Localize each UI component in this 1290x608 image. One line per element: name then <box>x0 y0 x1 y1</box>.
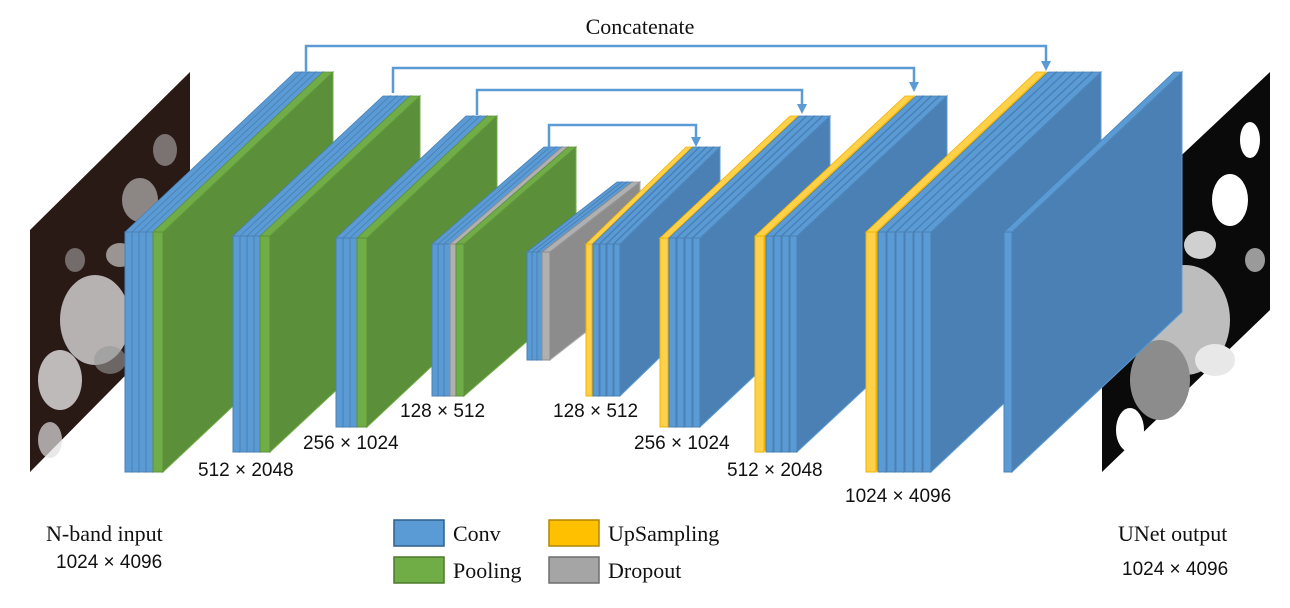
legend-label-pooling: Pooling <box>453 558 521 583</box>
skip-connections <box>304 44 1051 148</box>
input-image <box>30 72 190 472</box>
pooling-layer <box>454 145 578 398</box>
skip-connection-arrow-level-3 <box>475 88 807 115</box>
concatenate-label: Concatenate <box>586 14 695 39</box>
output-title: UNet output <box>1118 521 1227 546</box>
legend-label-dropout: Dropout <box>608 558 681 583</box>
dim-label-dec4: 1024 × 4096 <box>845 486 951 507</box>
input-title: N-band input <box>46 521 163 546</box>
legend: Conv UpSampling Pooling Dropout <box>393 519 719 584</box>
dim-label-dec2: 256 × 1024 <box>634 433 730 454</box>
dim-label-enc3: 128 × 512 <box>400 401 485 422</box>
dim-label-enc2: 256 × 1024 <box>303 433 399 454</box>
legend-swatch-pooling <box>393 556 445 584</box>
dim-label-enc1: 512 × 2048 <box>198 460 294 481</box>
network-layers <box>123 70 1184 474</box>
skip-connection-arrow-level-2 <box>391 66 919 93</box>
legend-swatch-dropout <box>548 556 600 584</box>
legend-swatch-conv <box>393 519 445 547</box>
block-enc3 <box>334 114 499 429</box>
dim-label-dec3: 512 × 2048 <box>727 460 823 481</box>
skip-connection-arrow-level-4 <box>547 123 701 148</box>
block-enc4 <box>430 145 578 398</box>
legend-swatch-upsampling <box>548 519 600 547</box>
legend-label-upsampling: UpSampling <box>608 521 719 546</box>
legend-label-conv: Conv <box>453 521 501 546</box>
conv-layer <box>1002 70 1184 474</box>
skip-connection-arrow-level-1 <box>304 44 1051 72</box>
input-size: 1024 × 4096 <box>56 552 162 573</box>
dim-label-dec1: 128 × 512 <box>553 401 638 422</box>
output-size: 1024 × 4096 <box>1122 559 1228 580</box>
block-output-conv <box>1002 70 1184 474</box>
